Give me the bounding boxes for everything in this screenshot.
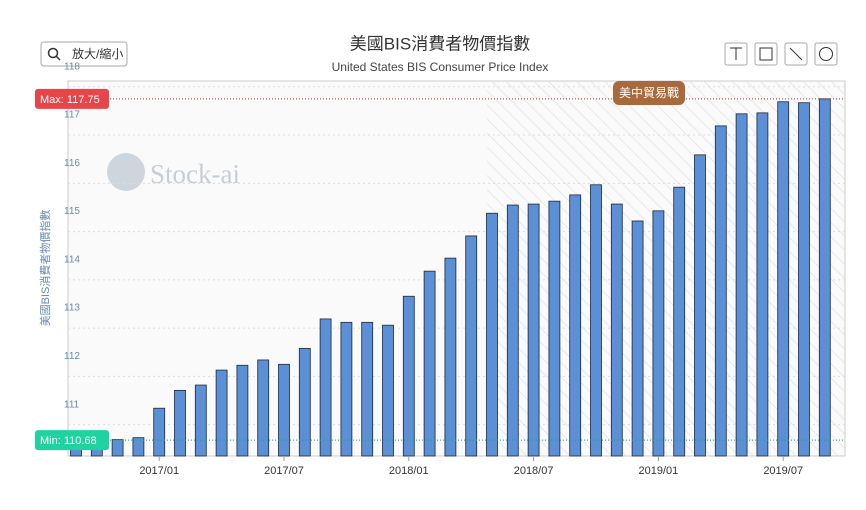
y-tick-label: 114: [64, 254, 80, 265]
bar: [382, 324, 394, 457]
y-tick-label: 118: [64, 61, 80, 72]
x-tick-label: 2018/01: [389, 465, 429, 477]
min-label: Min: 110.68: [40, 435, 97, 447]
bar: [486, 212, 498, 457]
y-tick-label: 113: [64, 303, 80, 314]
bar: [527, 203, 540, 457]
tool-rect[interactable]: [754, 42, 778, 66]
bar: [548, 200, 561, 457]
y-tick-label: 111: [64, 399, 80, 410]
annotation-label: 美中貿易戰: [619, 85, 679, 100]
bar: [714, 125, 727, 457]
annotation-box: [613, 81, 685, 105]
bar: [402, 295, 415, 457]
bar: [319, 318, 332, 457]
x-tick-label: 2018/07: [514, 465, 554, 477]
chart-title: 美國BIS消費者物價指數: [350, 34, 530, 53]
bar: [506, 204, 519, 457]
tool-icon: [759, 47, 773, 61]
search-icon: [55, 55, 61, 61]
bar: [673, 186, 686, 457]
bar: [818, 98, 831, 457]
zoom-button-box[interactable]: [40, 41, 128, 67]
bar: [278, 363, 290, 457]
watermark: Stock-ai: [107, 153, 240, 191]
bar: [756, 112, 769, 457]
bar: [735, 113, 748, 457]
bar: [652, 210, 665, 457]
x-tick-label: 2017/07: [264, 465, 304, 477]
watermark-text: Stock-ai: [150, 159, 240, 189]
chart-subtitle: United States BIS Consumer Price Index: [332, 60, 549, 74]
y-tick-label: 117: [64, 110, 80, 121]
tool-text[interactable]: [724, 42, 748, 66]
tool-line[interactable]: [784, 42, 808, 66]
bar: [298, 347, 311, 457]
min-label-box: [35, 430, 109, 451]
bar: [236, 364, 249, 457]
bar: [610, 203, 623, 457]
watermark-logo: [107, 153, 145, 191]
bar: [777, 101, 790, 457]
y-tick-label: 112: [64, 351, 80, 362]
bar: [111, 439, 124, 457]
y-tick-label: 116: [64, 158, 80, 169]
bar: [340, 321, 353, 457]
bar: [465, 235, 478, 457]
bar: [132, 437, 145, 457]
tool-circle[interactable]: [814, 42, 838, 66]
y-axis-label: 美國BIS消費者物價指數: [38, 210, 52, 327]
bar: [694, 154, 706, 457]
x-tick-label: 2017/01: [139, 465, 179, 477]
tool-icon: [730, 47, 742, 60]
annotation-region: [487, 81, 845, 456]
tool-icon: [819, 47, 833, 61]
bar: [631, 220, 644, 457]
bar: [569, 194, 582, 457]
bar: [361, 321, 374, 457]
bar: [174, 389, 186, 457]
zoom-button[interactable]: 放大/縮小: [40, 41, 128, 67]
x-tick-label: 2019/01: [639, 465, 679, 477]
search-icon: [47, 47, 59, 59]
draw-tools: [724, 42, 838, 66]
bar: [444, 257, 457, 457]
zoom-button-label[interactable]: 放大/縮小: [72, 46, 123, 61]
bar: [153, 407, 166, 457]
bar: [215, 369, 228, 457]
bar: [423, 270, 436, 457]
bar: [590, 184, 602, 457]
bar: [194, 384, 207, 457]
x-tick-label: 2019/07: [763, 465, 803, 477]
tool-icon: [789, 47, 803, 61]
max-label-box: [35, 88, 109, 109]
bar: [257, 359, 270, 457]
bar: [798, 102, 810, 457]
max-label: Max: 117.75: [40, 94, 100, 106]
y-tick-label: 115: [64, 206, 80, 217]
